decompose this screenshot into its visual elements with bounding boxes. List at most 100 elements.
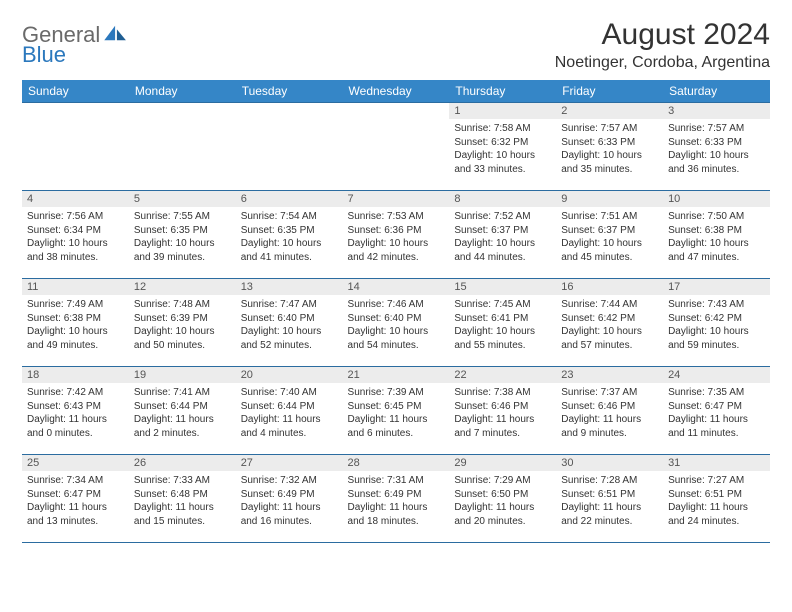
calendar-week-row: 25Sunrise: 7:34 AMSunset: 6:47 PMDayligh…	[22, 455, 770, 543]
sunset-line: Sunset: 6:40 PM	[241, 312, 338, 326]
day-details: Sunrise: 7:40 AMSunset: 6:44 PMDaylight:…	[236, 383, 343, 443]
day-number: 7	[343, 191, 450, 207]
calendar-day-cell: 28Sunrise: 7:31 AMSunset: 6:49 PMDayligh…	[343, 455, 450, 543]
sunrise-line: Sunrise: 7:48 AM	[134, 298, 231, 312]
day-number: 19	[129, 367, 236, 383]
daylight-line: Daylight: 10 hours and 41 minutes.	[241, 237, 338, 264]
calendar-day-cell: 12Sunrise: 7:48 AMSunset: 6:39 PMDayligh…	[129, 279, 236, 367]
calendar-day-cell: 20Sunrise: 7:40 AMSunset: 6:44 PMDayligh…	[236, 367, 343, 455]
day-number: 23	[556, 367, 663, 383]
day-number: 31	[663, 455, 770, 471]
calendar-day-cell: 15Sunrise: 7:45 AMSunset: 6:41 PMDayligh…	[449, 279, 556, 367]
daylight-line: Daylight: 11 hours and 24 minutes.	[668, 501, 765, 528]
sunrise-line: Sunrise: 7:45 AM	[454, 298, 551, 312]
day-number: 17	[663, 279, 770, 295]
sunset-line: Sunset: 6:42 PM	[561, 312, 658, 326]
sunrise-line: Sunrise: 7:50 AM	[668, 210, 765, 224]
sunrise-line: Sunrise: 7:53 AM	[348, 210, 445, 224]
calendar-day-cell	[343, 103, 450, 191]
sunset-line: Sunset: 6:49 PM	[241, 488, 338, 502]
sunrise-line: Sunrise: 7:29 AM	[454, 474, 551, 488]
sunset-line: Sunset: 6:38 PM	[668, 224, 765, 238]
daylight-line: Daylight: 11 hours and 6 minutes.	[348, 413, 445, 440]
daylight-line: Daylight: 11 hours and 13 minutes.	[27, 501, 124, 528]
daylight-line: Daylight: 10 hours and 44 minutes.	[454, 237, 551, 264]
sunrise-line: Sunrise: 7:46 AM	[348, 298, 445, 312]
day-number: 15	[449, 279, 556, 295]
day-number: 2	[556, 103, 663, 119]
sunset-line: Sunset: 6:37 PM	[454, 224, 551, 238]
calendar-day-cell: 11Sunrise: 7:49 AMSunset: 6:38 PMDayligh…	[22, 279, 129, 367]
calendar-day-cell: 4Sunrise: 7:56 AMSunset: 6:34 PMDaylight…	[22, 191, 129, 279]
day-details: Sunrise: 7:52 AMSunset: 6:37 PMDaylight:…	[449, 207, 556, 267]
sunset-line: Sunset: 6:38 PM	[27, 312, 124, 326]
day-details: Sunrise: 7:32 AMSunset: 6:49 PMDaylight:…	[236, 471, 343, 531]
logo-word-2: Blue	[22, 44, 128, 66]
day-details: Sunrise: 7:34 AMSunset: 6:47 PMDaylight:…	[22, 471, 129, 531]
sunset-line: Sunset: 6:34 PM	[27, 224, 124, 238]
daylight-line: Daylight: 11 hours and 15 minutes.	[134, 501, 231, 528]
day-number: 24	[663, 367, 770, 383]
day-number: 6	[236, 191, 343, 207]
daylight-line: Daylight: 11 hours and 16 minutes.	[241, 501, 338, 528]
logo: GeneralBlue	[22, 18, 128, 66]
sunset-line: Sunset: 6:44 PM	[134, 400, 231, 414]
calendar-day-cell: 23Sunrise: 7:37 AMSunset: 6:46 PMDayligh…	[556, 367, 663, 455]
sunrise-line: Sunrise: 7:28 AM	[561, 474, 658, 488]
day-details: Sunrise: 7:51 AMSunset: 6:37 PMDaylight:…	[556, 207, 663, 267]
sunrise-line: Sunrise: 7:51 AM	[561, 210, 658, 224]
day-number: 11	[22, 279, 129, 295]
daylight-line: Daylight: 11 hours and 2 minutes.	[134, 413, 231, 440]
sunrise-line: Sunrise: 7:40 AM	[241, 386, 338, 400]
daylight-line: Daylight: 11 hours and 20 minutes.	[454, 501, 551, 528]
sunset-line: Sunset: 6:36 PM	[348, 224, 445, 238]
sunrise-line: Sunrise: 7:54 AM	[241, 210, 338, 224]
calendar-day-cell: 21Sunrise: 7:39 AMSunset: 6:45 PMDayligh…	[343, 367, 450, 455]
sunset-line: Sunset: 6:46 PM	[454, 400, 551, 414]
calendar-week-row: 1Sunrise: 7:58 AMSunset: 6:32 PMDaylight…	[22, 103, 770, 191]
sunset-line: Sunset: 6:49 PM	[348, 488, 445, 502]
daylight-line: Daylight: 10 hours and 42 minutes.	[348, 237, 445, 264]
sunset-line: Sunset: 6:50 PM	[454, 488, 551, 502]
calendar-day-cell: 16Sunrise: 7:44 AMSunset: 6:42 PMDayligh…	[556, 279, 663, 367]
calendar-day-cell: 10Sunrise: 7:50 AMSunset: 6:38 PMDayligh…	[663, 191, 770, 279]
daylight-line: Daylight: 10 hours and 47 minutes.	[668, 237, 765, 264]
day-header: Tuesday	[236, 80, 343, 103]
calendar-day-cell: 7Sunrise: 7:53 AMSunset: 6:36 PMDaylight…	[343, 191, 450, 279]
day-details: Sunrise: 7:44 AMSunset: 6:42 PMDaylight:…	[556, 295, 663, 355]
day-details: Sunrise: 7:31 AMSunset: 6:49 PMDaylight:…	[343, 471, 450, 531]
calendar-day-cell: 31Sunrise: 7:27 AMSunset: 6:51 PMDayligh…	[663, 455, 770, 543]
sunrise-line: Sunrise: 7:56 AM	[27, 210, 124, 224]
sunrise-line: Sunrise: 7:37 AM	[561, 386, 658, 400]
sunrise-line: Sunrise: 7:41 AM	[134, 386, 231, 400]
daylight-line: Daylight: 10 hours and 45 minutes.	[561, 237, 658, 264]
title-block: August 2024 Noetinger, Cordoba, Argentin…	[555, 18, 770, 72]
sunset-line: Sunset: 6:45 PM	[348, 400, 445, 414]
calendar-day-cell: 5Sunrise: 7:55 AMSunset: 6:35 PMDaylight…	[129, 191, 236, 279]
day-details: Sunrise: 7:35 AMSunset: 6:47 PMDaylight:…	[663, 383, 770, 443]
day-details: Sunrise: 7:53 AMSunset: 6:36 PMDaylight:…	[343, 207, 450, 267]
sunrise-line: Sunrise: 7:44 AM	[561, 298, 658, 312]
sunset-line: Sunset: 6:33 PM	[668, 136, 765, 150]
page-header: GeneralBlue August 2024 Noetinger, Cordo…	[22, 18, 770, 72]
day-number: 20	[236, 367, 343, 383]
calendar-day-cell: 26Sunrise: 7:33 AMSunset: 6:48 PMDayligh…	[129, 455, 236, 543]
calendar-day-cell	[129, 103, 236, 191]
day-details: Sunrise: 7:37 AMSunset: 6:46 PMDaylight:…	[556, 383, 663, 443]
day-number: 16	[556, 279, 663, 295]
calendar-day-cell: 9Sunrise: 7:51 AMSunset: 6:37 PMDaylight…	[556, 191, 663, 279]
day-details: Sunrise: 7:54 AMSunset: 6:35 PMDaylight:…	[236, 207, 343, 267]
sunrise-line: Sunrise: 7:38 AM	[454, 386, 551, 400]
calendar-table: Sunday Monday Tuesday Wednesday Thursday…	[22, 80, 770, 543]
day-details: Sunrise: 7:56 AMSunset: 6:34 PMDaylight:…	[22, 207, 129, 267]
day-details: Sunrise: 7:57 AMSunset: 6:33 PMDaylight:…	[556, 119, 663, 179]
day-number: 4	[22, 191, 129, 207]
daylight-line: Daylight: 11 hours and 9 minutes.	[561, 413, 658, 440]
day-header: Thursday	[449, 80, 556, 103]
calendar-day-cell: 3Sunrise: 7:57 AMSunset: 6:33 PMDaylight…	[663, 103, 770, 191]
day-details: Sunrise: 7:38 AMSunset: 6:46 PMDaylight:…	[449, 383, 556, 443]
calendar-day-cell: 24Sunrise: 7:35 AMSunset: 6:47 PMDayligh…	[663, 367, 770, 455]
daylight-line: Daylight: 10 hours and 38 minutes.	[27, 237, 124, 264]
day-number: 13	[236, 279, 343, 295]
day-details: Sunrise: 7:57 AMSunset: 6:33 PMDaylight:…	[663, 119, 770, 179]
